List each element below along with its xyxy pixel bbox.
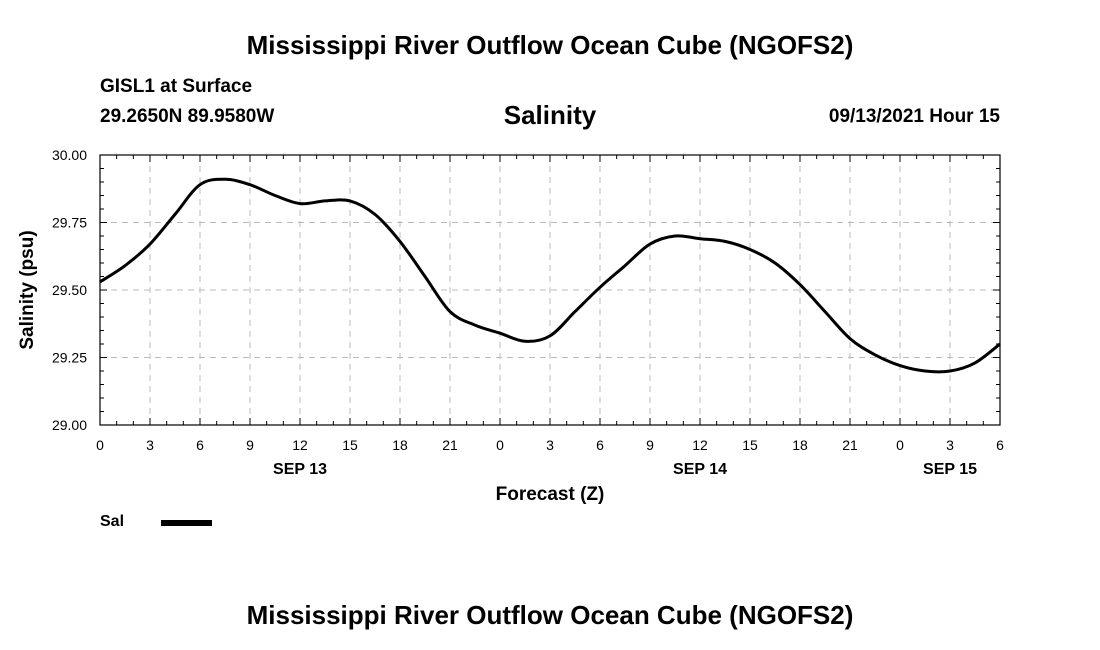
x-tick-label: 0 [96,437,104,453]
x-tick-label: 12 [692,437,708,453]
x-tick-label: 3 [946,437,954,453]
date-label: SEP 14 [673,461,727,478]
x-tick-label: 6 [596,437,604,453]
x-tick-label: 9 [246,437,254,453]
x-tick-label: 12 [292,437,308,453]
x-tick-label: 15 [742,437,758,453]
x-tick-label: 9 [646,437,654,453]
station-coordinates: 29.2650N 89.9580W [100,106,275,127]
chart-title: Mississippi River Outflow Ocean Cube (NG… [246,30,854,60]
x-tick-label: 6 [196,437,204,453]
y-axis-label: Salinity (psu) [17,230,38,349]
y-tick-label: 29.50 [52,282,87,298]
date-label: SEP 15 [923,461,977,478]
footer-title: Mississippi River Outflow Ocean Cube (NG… [246,600,854,630]
x-tick-label: 21 [442,437,458,453]
y-tick-label: 29.25 [52,350,87,366]
date-label: SEP 13 [273,461,327,478]
x-tick-label: 21 [842,437,858,453]
station-label: GISL1 at Surface [100,76,253,97]
forecast-timestamp: 09/13/2021 Hour 15 [828,106,1000,127]
x-tick-label: 15 [342,437,358,453]
x-tick-label: 6 [996,437,1004,453]
x-tick-label: 0 [496,437,504,453]
y-tick-label: 30.00 [52,147,87,163]
x-tick-label: 18 [792,437,808,453]
x-tick-label: 0 [896,437,904,453]
x-tick-label: 18 [392,437,408,453]
x-axis-label: Forecast (Z) [496,484,605,505]
y-tick-label: 29.00 [52,417,87,433]
variable-title: Salinity [503,100,597,130]
legend-label: Sal [100,513,124,530]
x-tick-label: 3 [546,437,554,453]
series-line-sal [99,177,1001,374]
y-tick-label: 29.75 [52,215,87,231]
x-tick-label: 3 [146,437,154,453]
